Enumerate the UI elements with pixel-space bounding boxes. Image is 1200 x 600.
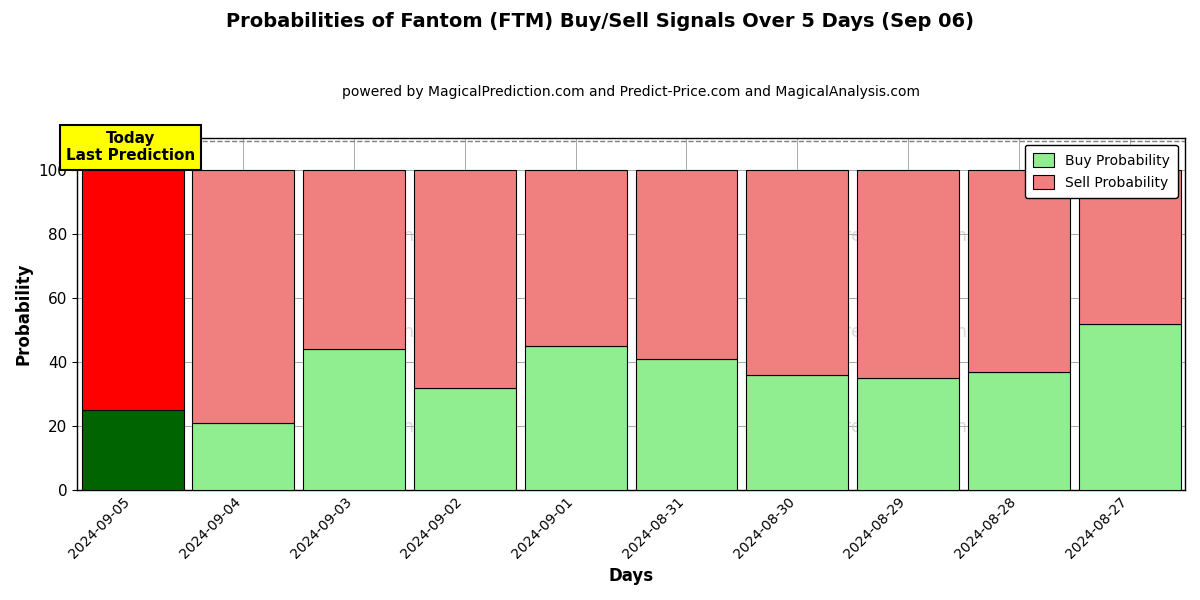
Bar <box>636 359 738 490</box>
Bar <box>968 371 1069 490</box>
Y-axis label: Probability: Probability <box>14 263 32 365</box>
Bar <box>857 170 959 378</box>
Bar <box>1079 323 1181 490</box>
Text: Today
Last Prediction: Today Last Prediction <box>66 131 194 163</box>
Bar <box>746 375 848 490</box>
Text: MagicalAnalysis.com: MagicalAnalysis.com <box>320 227 509 245</box>
Text: MagicalPrediction.com: MagicalPrediction.com <box>764 418 967 436</box>
Bar <box>1079 170 1181 323</box>
Title: powered by MagicalPrediction.com and Predict-Price.com and MagicalAnalysis.com: powered by MagicalPrediction.com and Pre… <box>342 85 920 99</box>
Bar <box>192 170 294 423</box>
Bar <box>524 346 626 490</box>
Legend: Buy Probability, Sell Probability: Buy Probability, Sell Probability <box>1025 145 1178 198</box>
Text: MagicalPrediction.com: MagicalPrediction.com <box>764 227 967 245</box>
Bar <box>192 423 294 490</box>
Bar <box>746 170 848 375</box>
Bar <box>857 378 959 490</box>
Bar <box>304 349 406 490</box>
Bar <box>414 388 516 490</box>
Bar <box>524 170 626 346</box>
X-axis label: Days: Days <box>608 567 654 585</box>
Bar <box>82 170 184 410</box>
Text: MagicalAnalysis.com: MagicalAnalysis.com <box>320 323 509 341</box>
Bar <box>304 170 406 349</box>
Text: MagicalPrediction.com: MagicalPrediction.com <box>764 323 967 341</box>
Bar <box>636 170 738 359</box>
Bar <box>414 170 516 388</box>
Text: MagicalAnalysis.com: MagicalAnalysis.com <box>320 418 509 436</box>
Bar <box>82 410 184 490</box>
Text: Probabilities of Fantom (FTM) Buy/Sell Signals Over 5 Days (Sep 06): Probabilities of Fantom (FTM) Buy/Sell S… <box>226 12 974 31</box>
Bar <box>968 170 1069 371</box>
